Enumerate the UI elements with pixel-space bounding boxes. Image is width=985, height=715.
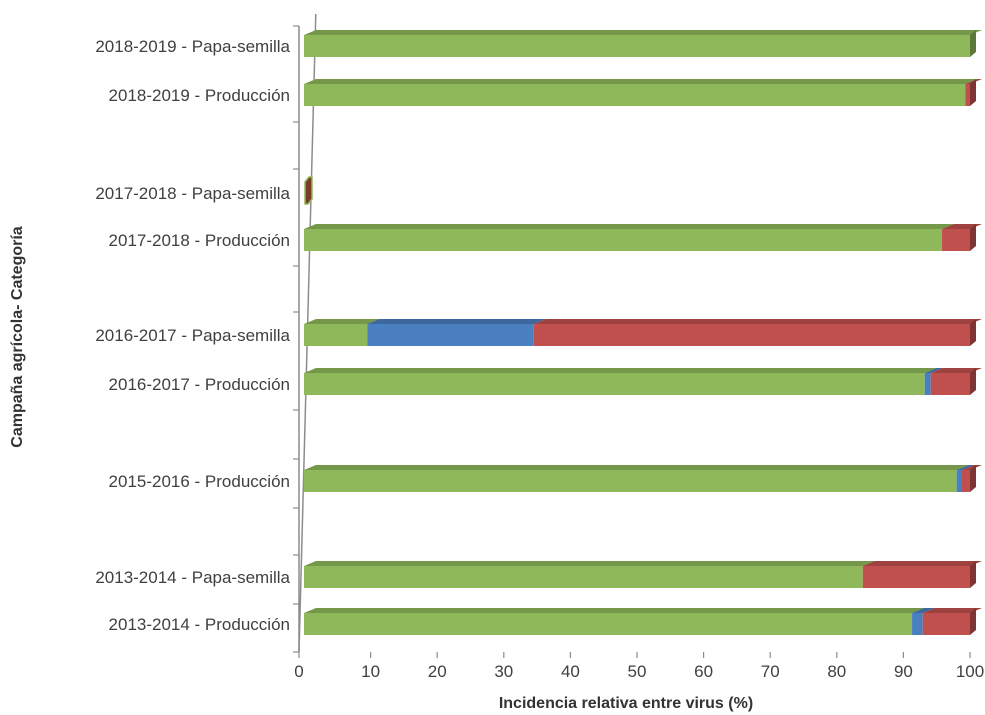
x-tick-label: 10 — [361, 662, 380, 681]
bar-segment — [304, 368, 937, 395]
x-tick-label: 30 — [494, 662, 513, 681]
category-label: 2013-2014 - Papa-semilla — [95, 568, 290, 587]
bar-segment — [304, 608, 925, 635]
bar-segment — [962, 465, 982, 492]
bars-group — [304, 30, 982, 635]
category-label: 2015-2016 - Producción — [109, 472, 290, 491]
category-label: 2018-2019 - Producción — [109, 86, 290, 105]
bar-empty-marker — [304, 176, 313, 205]
bar-segment — [304, 465, 969, 492]
x-tick-label: 0 — [294, 662, 303, 681]
axes-group: 0 10 20 30 40 50 60 70 80 90 100 — [293, 13, 984, 681]
bar-segment — [367, 319, 546, 346]
labels-group: 2018-2019 - Papa-semilla 2018-2019 - Prod… — [95, 37, 290, 634]
bar-segment — [930, 368, 982, 395]
x-tick-label: 90 — [894, 662, 913, 681]
category-label: 2017-2018 - Producción — [109, 231, 290, 250]
x-tick-label: 60 — [694, 662, 713, 681]
x-tick-label: 70 — [761, 662, 780, 681]
bar-segment — [304, 79, 978, 106]
category-label: 2018-2019 - Papa-semilla — [95, 37, 290, 56]
bar-segment — [912, 608, 935, 635]
bar-segment — [304, 561, 875, 588]
bar-segment — [304, 30, 982, 57]
y-axis-title: Campaña agrícola- Categoría — [9, 226, 26, 448]
x-tick-label: 80 — [827, 662, 846, 681]
x-tick-label: 100 — [956, 662, 984, 681]
bar-segment — [924, 368, 943, 395]
bar-segment — [862, 561, 982, 588]
x-tick-label: 50 — [628, 662, 647, 681]
bar-segment — [533, 319, 982, 346]
bar-segment — [922, 608, 982, 635]
category-label: 2013-2014 - Producción — [109, 615, 290, 634]
bar-segment — [942, 224, 982, 251]
x-tick-label: 20 — [428, 662, 447, 681]
bar-segment — [956, 465, 975, 492]
bar-segment — [304, 224, 955, 251]
category-label: 2016-2017 - Papa-semilla — [95, 326, 290, 345]
x-tick-label: 40 — [561, 662, 580, 681]
bar-segment — [304, 319, 380, 346]
x-axis-title: Incidencia relativa entre virus (%) — [499, 695, 753, 712]
category-label: 2016-2017 - Producción — [109, 375, 290, 394]
bar-segment — [965, 79, 982, 106]
category-label: 2017-2018 - Papa-semilla — [95, 184, 290, 203]
